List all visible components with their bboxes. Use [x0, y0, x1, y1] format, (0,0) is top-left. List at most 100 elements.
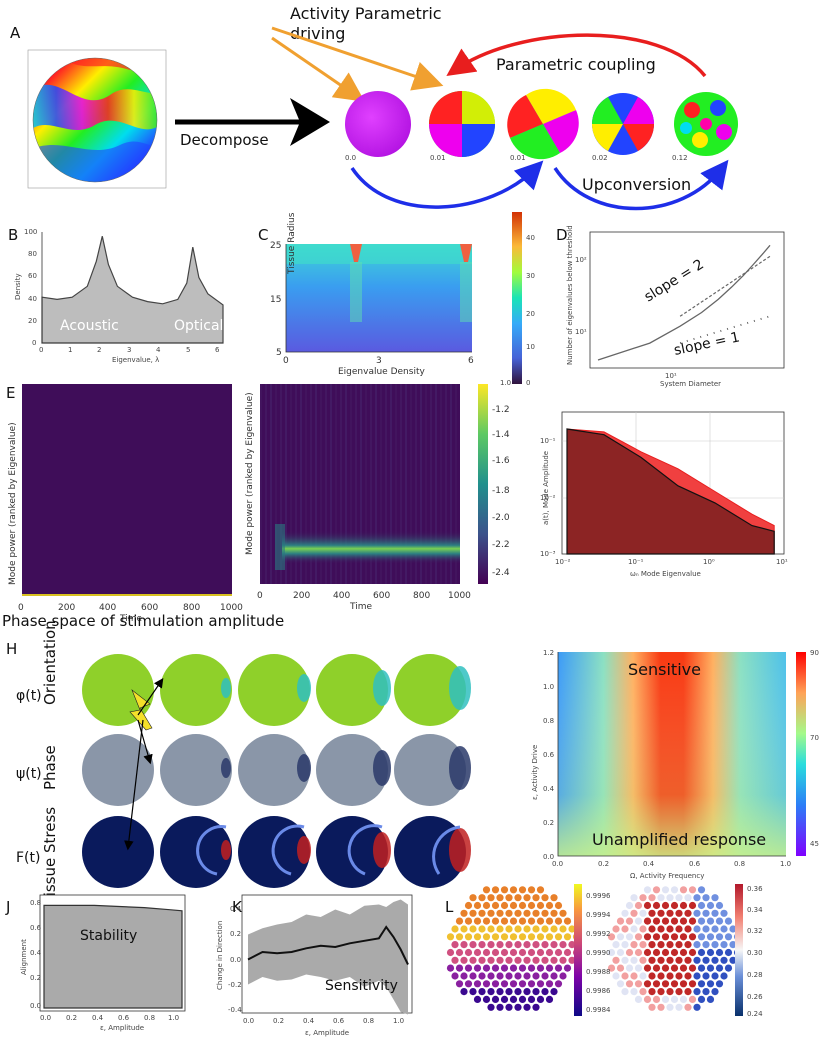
l-left-dot: [541, 925, 549, 933]
l-left-dot: [523, 988, 531, 996]
l-right-dot: [616, 980, 625, 988]
l-left-dot: [473, 980, 482, 988]
l-left-dot: [482, 886, 491, 894]
b-xtick-4: 4: [156, 346, 161, 354]
upconversion-arrow-2: [553, 159, 729, 211]
l-right-cbar-1: 0.34: [747, 906, 763, 914]
decompose-arrow-head: [290, 98, 330, 146]
l-right-dot: [625, 933, 634, 941]
f-stripe: [270, 384, 272, 584]
l-left-dot: [491, 933, 500, 941]
sensitivity-label: Sensitivity: [325, 978, 398, 994]
h-stress-perturbation-1: [221, 840, 231, 860]
l-right-dot: [711, 909, 719, 917]
g-xtick-2: 10⁰: [703, 558, 715, 566]
l-right-dot: [679, 980, 688, 988]
l-right-dot: [625, 964, 634, 972]
l-left-dot: [478, 925, 486, 933]
k-xtick-1: 0.2: [273, 1017, 284, 1025]
c-ylabel: Tissue Radius: [287, 212, 297, 275]
c-hotspot-2: [460, 244, 472, 262]
f-cbar-6: -2.4: [492, 568, 510, 578]
l-left-dot: [505, 909, 513, 917]
h-phase-perturbation-3: [373, 750, 391, 786]
g-ytick-1: 10⁻²: [540, 494, 556, 502]
k-xtick-4: 0.8: [363, 1017, 374, 1025]
b-xtick-5: 5: [186, 346, 190, 354]
l-right-lattice: [607, 886, 742, 1011]
h-stress-perturbation-3: [373, 832, 391, 868]
d-ytick-0: 10²: [575, 256, 587, 264]
l-left-dot: [505, 956, 513, 964]
j-xtick-2: 0.4: [92, 1014, 104, 1022]
l-left-dot: [563, 948, 572, 957]
l-right-dot: [720, 956, 728, 964]
i-xtick-2: 0.4: [643, 860, 655, 868]
f-ylabel: Mode power (ranked by Eigenvalue): [245, 392, 255, 555]
k-ytick-3: -0.2: [228, 981, 242, 989]
l-left-dot: [460, 941, 468, 949]
f-cbar-1: -1.4: [492, 430, 510, 440]
l-left-dot: [523, 941, 531, 949]
l-left-dot: [460, 925, 468, 933]
l-left-dot: [487, 972, 495, 980]
l-right-dot: [724, 948, 733, 957]
l-right-dot: [621, 988, 629, 996]
l-right-dot: [661, 980, 670, 988]
g-xlabel: ωₙ Mode Eigenvalue: [630, 570, 701, 578]
l-right-dot: [634, 901, 643, 910]
l-right-dot: [693, 894, 701, 902]
g-black-area: [566, 428, 775, 555]
l-right-dot: [661, 995, 670, 1004]
l-left-dot: [455, 964, 464, 972]
i-ytick-4: 0.8: [543, 717, 554, 725]
h-orientation-perturbation-2: [297, 674, 311, 702]
k-xtick-2: 0.4: [303, 1017, 315, 1025]
mode-label-3: 0.02: [592, 154, 608, 162]
l-right-dot: [702, 972, 710, 980]
l-right-dot: [666, 909, 674, 917]
h-stress-wave-2: [271, 824, 305, 876]
l-left-dot: [487, 956, 495, 964]
l-left-dot: [460, 956, 468, 964]
l-right-colorbar: [735, 884, 743, 1016]
mode-circle-0: [345, 91, 411, 157]
l-left-dot: [523, 1003, 531, 1011]
l-right-dot: [634, 964, 643, 972]
l-left-dot: [473, 917, 482, 925]
l-right-dot: [648, 956, 656, 964]
l-right-dot: [675, 972, 683, 980]
l-right-dot: [706, 933, 715, 941]
l-left-dot: [482, 948, 491, 957]
l-left-dot: [509, 995, 518, 1004]
panel-d-chart: slope = 2 slope = 1 10¹ 10² 10¹ System D…: [566, 225, 785, 388]
h-arrow-phase: [137, 719, 153, 765]
l-right-dot: [630, 956, 638, 964]
panel-label-j: J: [5, 898, 10, 916]
f-stripe: [350, 384, 352, 584]
l-right-cbar-5: 0.26: [747, 993, 763, 1001]
l-left-dot: [460, 909, 468, 917]
c-ytick-1: 15: [270, 295, 281, 305]
l-left-dot: [500, 901, 509, 910]
driving-arrow-2: [271, 26, 444, 91]
l-left-dot: [554, 917, 563, 925]
l-left-dot: [482, 901, 491, 910]
l-right-dot: [697, 964, 706, 972]
l-left-dot: [496, 1003, 504, 1011]
f-stripe: [360, 384, 362, 584]
l-right-dot: [612, 972, 620, 980]
e-xlabel: Time: [119, 614, 142, 624]
l-right-dot: [625, 980, 634, 988]
k-mean-line: [247, 925, 409, 965]
l-left-dot: [496, 894, 504, 902]
l-right-dot: [612, 925, 620, 933]
l-right-dot: [688, 901, 697, 910]
l-right-dot: [652, 933, 661, 941]
l-left-dot: [496, 988, 504, 996]
l-right-dot: [697, 995, 706, 1004]
c-colorbar: [512, 212, 522, 384]
l-left-dot: [478, 909, 486, 917]
l-left-dot: [545, 995, 554, 1004]
l-right-dot: [670, 995, 679, 1004]
